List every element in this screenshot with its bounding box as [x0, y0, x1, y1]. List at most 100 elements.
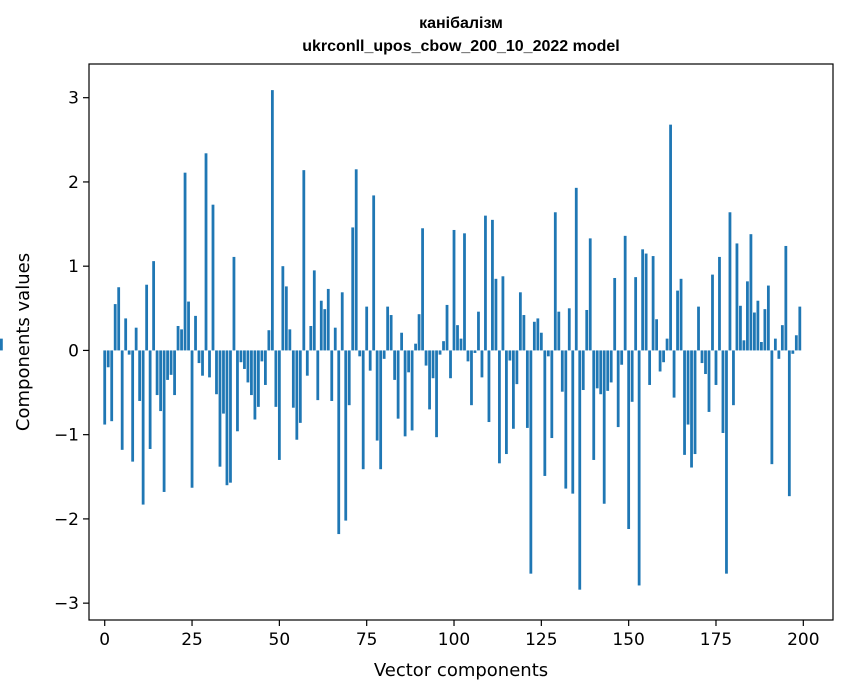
- bar-55: [295, 350, 299, 440]
- x-axis-label: Vector components: [374, 660, 548, 681]
- bar-62: [319, 300, 323, 351]
- bar-106: [473, 350, 477, 353]
- bar-166: [683, 350, 686, 455]
- bar-126: [543, 350, 547, 476]
- bar-102: [459, 338, 463, 351]
- bar-154: [641, 249, 645, 351]
- bar-146: [613, 277, 617, 351]
- bar-17: [162, 350, 166, 492]
- bar-23: [183, 172, 187, 351]
- bar-87: [407, 350, 410, 373]
- bar-54: [291, 350, 295, 408]
- bar-0: [103, 350, 107, 425]
- bar-138: [585, 309, 589, 351]
- bar-31: [211, 204, 215, 351]
- bar-11: [141, 350, 145, 505]
- bar-40: [243, 350, 246, 369]
- bar-197: [791, 350, 795, 354]
- bar-37: [232, 256, 236, 351]
- bar-82: [389, 315, 393, 351]
- bar-160: [662, 350, 665, 363]
- bar-80: [382, 350, 386, 359]
- bar-51: [281, 266, 285, 351]
- bar-90: [417, 314, 421, 351]
- x-tick-label: 200: [787, 630, 819, 650]
- bar-172: [704, 350, 707, 375]
- bar-33: [218, 350, 222, 467]
- x-tick-label: 0: [99, 630, 110, 650]
- bar-119: [518, 292, 522, 351]
- bar-77: [372, 195, 376, 351]
- bar-165: [679, 278, 683, 351]
- bars-group: [0, 90, 802, 590]
- bar-67: [337, 350, 341, 535]
- bar-65: [330, 350, 334, 401]
- bar-178: [725, 350, 728, 574]
- bar-110: [487, 350, 491, 423]
- bar-70: [347, 350, 351, 406]
- bar-13: [148, 350, 152, 449]
- bar-111: [491, 219, 494, 351]
- bar-85: [400, 332, 404, 351]
- bar-194: [780, 325, 784, 351]
- bar-170: [697, 306, 700, 351]
- bar-58: [305, 350, 309, 376]
- bar-36: [229, 350, 232, 483]
- bar-28: [201, 350, 204, 376]
- y-tick-label: −3: [54, 594, 79, 614]
- bar-76: [368, 350, 372, 371]
- x-tick-label: 75: [356, 630, 378, 650]
- bar-108: [480, 350, 484, 378]
- bar-43: [253, 350, 257, 420]
- bar-141: [595, 350, 599, 389]
- bar-121: [525, 350, 529, 428]
- bar-190: [766, 285, 770, 351]
- bar-182: [739, 305, 742, 351]
- bar-164: [676, 290, 679, 351]
- bar-147: [616, 350, 620, 428]
- bar-159: [658, 350, 662, 372]
- bar-128: [550, 350, 554, 439]
- bar-123: [532, 321, 536, 351]
- bar-4: [117, 287, 121, 351]
- bar-71: [351, 227, 355, 351]
- bar-127: [546, 350, 550, 357]
- bar-143: [602, 350, 606, 504]
- bar-75: [365, 306, 369, 351]
- bar-41: [246, 350, 250, 383]
- bar-144: [606, 350, 610, 391]
- bar-undefined: [0, 338, 3, 351]
- bar-10: [138, 350, 142, 401]
- bar-157: [651, 256, 655, 351]
- bar-95: [435, 350, 438, 438]
- bar-133: [567, 308, 571, 351]
- bar-183: [742, 340, 746, 351]
- bar-3: [113, 304, 117, 351]
- bar-21: [176, 325, 180, 351]
- bar-47: [267, 330, 271, 351]
- bar-104: [466, 350, 470, 362]
- bar-142: [599, 350, 603, 395]
- bar-93: [428, 350, 431, 410]
- bar-191: [770, 350, 774, 465]
- bar-177: [721, 350, 725, 433]
- bar-32: [215, 350, 218, 395]
- bar-24: [187, 301, 190, 351]
- bar-29: [204, 153, 208, 351]
- bar-91: [421, 228, 424, 351]
- bar-161: [665, 338, 669, 351]
- bar-109: [484, 215, 487, 351]
- bar-131: [560, 350, 564, 392]
- bar-69: [344, 350, 348, 521]
- bar-6: [124, 318, 128, 351]
- chart-title: канібалізм: [419, 15, 503, 32]
- chart-subtitle: ukrconll_upos_cbow_200_10_2022 model: [302, 38, 619, 55]
- bar-184: [746, 281, 749, 351]
- bar-116: [508, 350, 512, 361]
- bar-155: [644, 253, 648, 351]
- bar-96: [438, 350, 442, 355]
- bar-156: [648, 350, 652, 385]
- bar-118: [515, 350, 519, 385]
- x-axis: 0 25 50 75 100 125 150 175 200: [99, 620, 820, 650]
